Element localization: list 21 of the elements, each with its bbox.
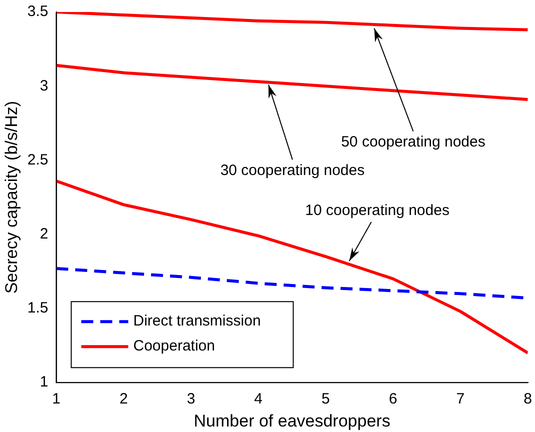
y-axis-title: Secrecy capacity (b/s/Hz): [2, 100, 21, 294]
x-tick-label: 7: [456, 390, 465, 408]
x-tick-label: 2: [119, 390, 128, 408]
annotation: 30 cooperating nodes: [220, 162, 365, 179]
y-tick-label: 2.5: [27, 151, 48, 168]
y-tick-label: 1: [40, 374, 48, 391]
x-tick-label: 3: [186, 390, 196, 408]
annotation: 50 cooperating nodes: [341, 133, 486, 150]
annotation: 10 cooperating nodes: [305, 202, 450, 220]
legend-label: Direct transmission: [133, 312, 261, 330]
y-tick-label: 3.5: [27, 3, 48, 20]
x-tick-label: 4: [254, 390, 263, 408]
y-tick-label: 1.5: [27, 300, 48, 317]
x-tick-label: 1: [52, 390, 60, 408]
x-tick-label: 6: [388, 390, 398, 408]
x-tick-label: 8: [524, 390, 532, 408]
legend-label: Cooperation: [133, 338, 215, 355]
x-tick-label: 5: [322, 390, 330, 408]
x-axis-title: Number of eavesdroppers: [194, 411, 390, 430]
y-tick-label: 3: [40, 77, 48, 94]
y-tick-label: 2: [40, 226, 48, 242]
